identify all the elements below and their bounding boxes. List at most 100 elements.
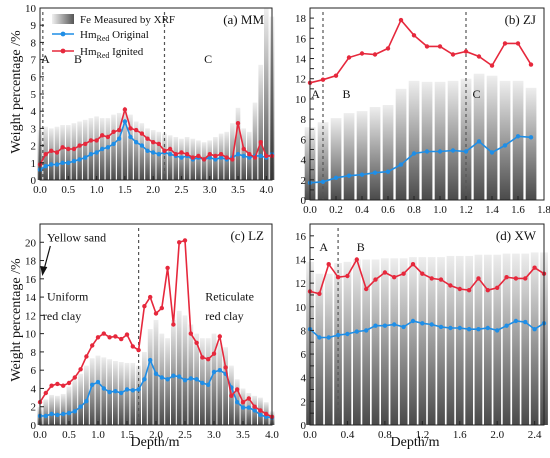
hm-ignited-point xyxy=(333,73,339,78)
fe-bar xyxy=(82,119,88,180)
hm-ignited-point xyxy=(111,129,116,134)
hm-original-point xyxy=(211,369,217,375)
hm-original-point xyxy=(252,408,257,413)
fe-bar xyxy=(167,135,173,180)
hm-ignited-point xyxy=(335,275,341,280)
x-tick-label: 1.2 xyxy=(459,204,473,216)
hm-ignited-point xyxy=(448,283,453,288)
hm-ignited-point xyxy=(235,121,241,126)
y-tick-label: 10 xyxy=(295,94,307,106)
hm-ignited-point xyxy=(495,285,500,290)
hm-original-point xyxy=(502,143,508,148)
fe-bar xyxy=(382,105,394,200)
zone-annotation: C xyxy=(473,87,481,101)
fe-bar xyxy=(317,122,329,200)
hm-original-point xyxy=(148,357,153,363)
hm-ignited-point xyxy=(229,393,234,398)
y-tick-label: 4 xyxy=(301,155,307,167)
hm-original-point xyxy=(532,327,537,332)
fe-bar xyxy=(171,319,176,425)
hm-original-point xyxy=(420,321,425,326)
hm-original-point xyxy=(489,150,495,155)
y-tick-label: 8 xyxy=(301,325,307,337)
hm-ignited-point xyxy=(167,146,173,152)
fe-bar xyxy=(230,123,235,180)
hm-original-point xyxy=(61,411,66,417)
hm-ignited-point xyxy=(398,17,404,23)
x-tick-label: 1.5 xyxy=(120,429,134,441)
fe-bar xyxy=(71,123,77,180)
fe-bar xyxy=(315,273,324,425)
x-tick-label: 1.0 xyxy=(433,204,447,216)
x-tick-label: 0.5 xyxy=(61,184,75,196)
hm-ignited-point xyxy=(49,383,54,388)
y-tick-label: 10 xyxy=(25,3,37,15)
fe-bar xyxy=(353,259,361,425)
hm-ignited-point xyxy=(420,271,425,276)
hm-ignited-point xyxy=(207,152,212,157)
hm-original-point xyxy=(136,387,141,392)
hm-original-point xyxy=(450,148,456,153)
fe-bar xyxy=(136,365,141,425)
hm-ignited-point xyxy=(77,143,82,148)
fe-bar xyxy=(101,357,107,425)
hm-original-point xyxy=(246,405,251,410)
hm-ignited-point xyxy=(373,277,378,282)
hm-original-point xyxy=(88,152,94,157)
hm-ignited-point xyxy=(43,152,48,157)
hm-ignited-point xyxy=(124,332,130,337)
hm-ignited-point xyxy=(392,275,397,280)
x-tick-label: 2.0 xyxy=(146,184,160,196)
fe-bar xyxy=(455,255,464,425)
x-tick-label: 2.5 xyxy=(175,184,189,196)
panel-mm: 0 1 2 3 4 5 6 7 8 9 10 0.0 0.5 1.0 1.5 2.0 2.5 3.0 3.5 4.0 (… xyxy=(25,3,275,196)
hm-ignited-point xyxy=(213,153,218,159)
fe-bar xyxy=(252,102,258,180)
hm-ignited-point xyxy=(235,387,240,392)
fe-bar xyxy=(60,393,66,425)
hm-ignited-point xyxy=(184,152,190,157)
hm-ignited-point xyxy=(223,365,228,370)
hm-original-point xyxy=(326,335,331,340)
hm-original-point xyxy=(513,318,519,324)
hm-ignited-point xyxy=(411,33,417,38)
zone-annotation: A xyxy=(41,52,50,66)
x-tick-label: 0.0 xyxy=(33,184,47,196)
y-tick-label: 12 xyxy=(295,278,306,290)
x-tick-label: 1.0 xyxy=(90,184,104,196)
hm-original-point xyxy=(333,175,339,180)
zone-annotation: B xyxy=(357,240,365,254)
y-tick-label: 14 xyxy=(25,292,37,304)
hm-ignited-point xyxy=(171,322,176,327)
hm-original-point xyxy=(182,378,188,383)
y-tick-label: 6 xyxy=(31,72,37,84)
hm-ignited-point xyxy=(450,52,456,57)
hm-original-point xyxy=(77,157,82,162)
hm-ignited-point xyxy=(107,335,112,340)
hm-ignited-point xyxy=(523,276,528,281)
hm-ignited-point xyxy=(372,52,378,57)
fe-bar xyxy=(223,347,228,425)
x-tick-label: 0.5 xyxy=(62,429,76,441)
zone-annotation: Yellow sand xyxy=(47,230,106,244)
hm-ignited-point xyxy=(401,271,406,276)
hm-original-point xyxy=(411,151,417,156)
hm-ignited-point xyxy=(182,238,188,243)
y-tick-label: 0 xyxy=(31,175,37,187)
fe-bar xyxy=(139,123,145,180)
hm-ignited-point xyxy=(247,152,252,157)
hm-original-line xyxy=(309,135,532,184)
hm-original-point xyxy=(424,149,430,154)
legend-swatch-bar xyxy=(52,14,74,24)
fe-bar xyxy=(116,112,122,180)
y-tick-label: 12 xyxy=(295,74,306,86)
hm-ignited-point xyxy=(410,262,416,267)
panel-title: (c) LZ xyxy=(230,228,264,243)
hm-ignited-point xyxy=(515,41,521,46)
hm-ignited-point xyxy=(241,146,246,152)
hm-original-point xyxy=(171,373,176,378)
y-tick-label: 18 xyxy=(295,13,307,25)
hm-original-point xyxy=(385,169,391,174)
hm-original-point xyxy=(354,329,359,334)
